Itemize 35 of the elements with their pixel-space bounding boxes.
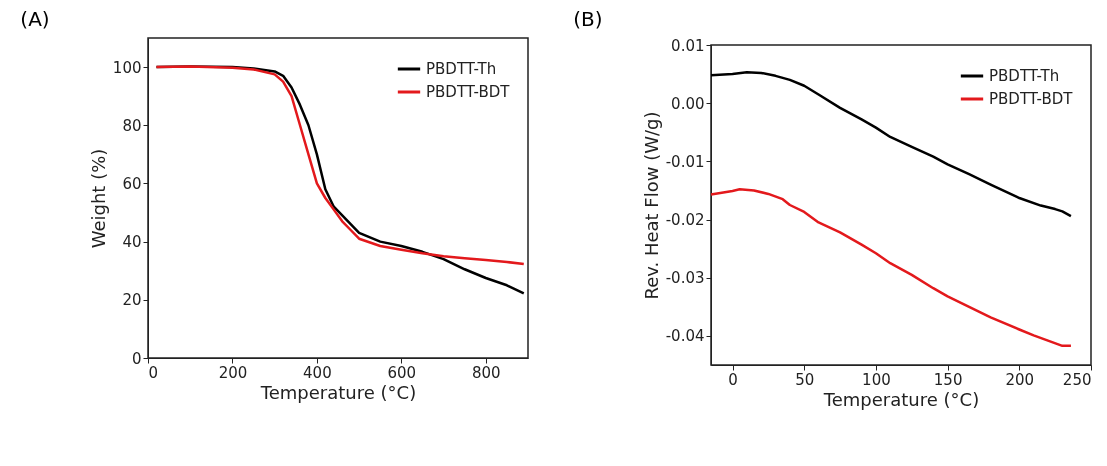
y-tick-label: 0 [131,349,142,368]
chart-title: (B) [573,7,603,31]
x-tick-label: 100 [862,370,891,389]
y-tick-label: 40 [122,233,142,252]
y-axis-title: Weight (%) [87,148,109,249]
y-tick-label: 0.01 [671,36,705,55]
x-tick-label: 0 [148,363,159,382]
y-tick-label: -0.02 [665,211,705,230]
x-axis-title: Temperature (°C) [822,388,980,410]
y-tick-label: 60 [122,174,142,193]
x-tick-label: 200 [1005,370,1035,389]
y-tick-label: 0.00 [671,94,705,113]
x-tick-label: 400 [303,363,332,382]
y-tick-label: -0.04 [665,327,705,346]
legend-label: PBDTT-BDT [989,90,1074,108]
x-tick-label: 600 [387,363,417,382]
y-tick-label: 100 [112,58,142,77]
legend-label: PBDTT-Th [426,60,497,78]
x-tick-label: 200 [218,363,248,382]
legend-label: PBDTT-Th [989,67,1060,85]
y-tick-label: 80 [122,116,142,135]
x-tick-label: 250 [1062,370,1092,389]
line-series [709,188,1073,348]
x-tick-label: 800 [471,363,501,382]
y-tick-label: -0.01 [665,152,705,171]
x-tick-label: 150 [933,370,963,389]
y-axis-title: Rev. Heat Flow (W/g) [640,111,662,300]
x-tick-label: 50 [795,370,815,389]
y-tick-label: 20 [122,291,142,310]
line-series [709,71,1073,218]
x-axis-title: Temperature (°C) [259,381,417,403]
x-tick-label: 0 [728,370,738,389]
chart-title: (A) [20,7,50,31]
legend-label: PBDTT-BDT [426,83,511,101]
y-tick-label: -0.03 [665,269,705,288]
